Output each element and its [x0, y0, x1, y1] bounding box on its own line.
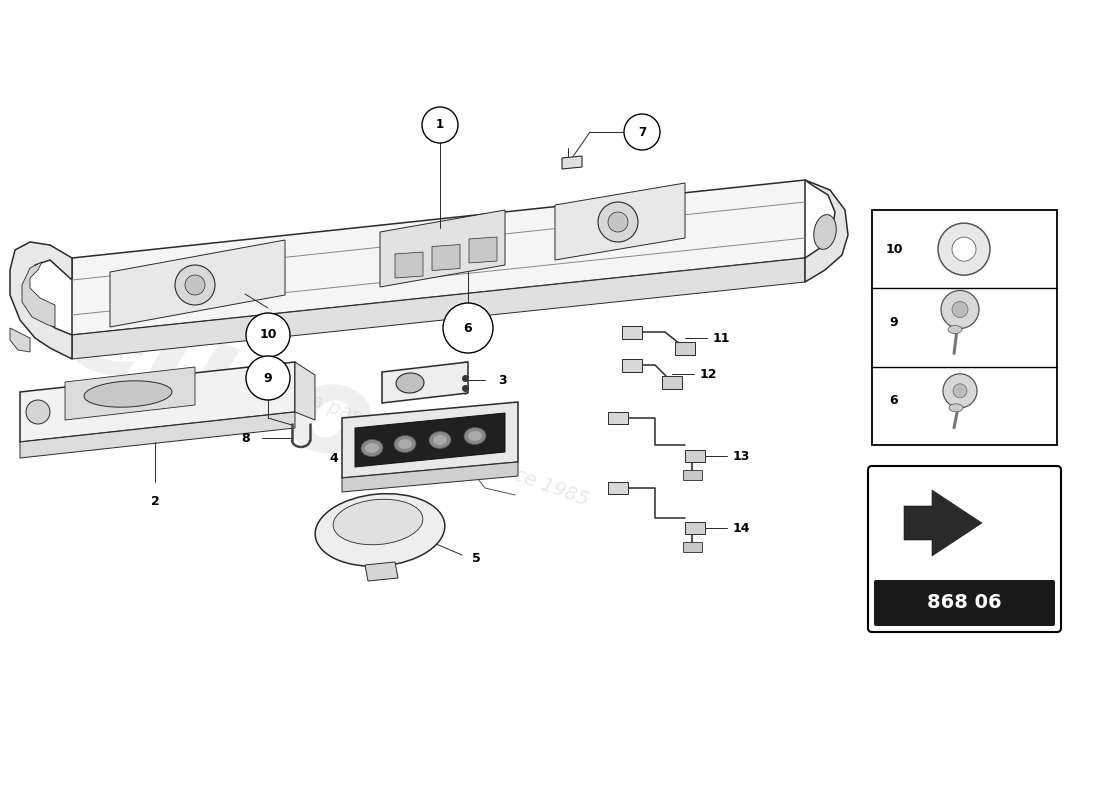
Polygon shape [20, 412, 295, 458]
Ellipse shape [361, 439, 383, 457]
Circle shape [422, 107, 458, 143]
Circle shape [175, 265, 214, 305]
FancyBboxPatch shape [868, 466, 1062, 632]
Polygon shape [683, 470, 702, 480]
Text: 6: 6 [890, 394, 899, 407]
Text: 9: 9 [890, 316, 899, 329]
Polygon shape [379, 210, 505, 287]
Ellipse shape [394, 435, 416, 453]
Polygon shape [355, 413, 505, 467]
Ellipse shape [429, 431, 451, 449]
Text: 4: 4 [329, 451, 338, 465]
Ellipse shape [464, 427, 486, 445]
Polygon shape [110, 240, 285, 327]
Polygon shape [72, 258, 805, 359]
Polygon shape [608, 482, 628, 494]
Circle shape [185, 275, 205, 295]
Ellipse shape [316, 494, 444, 566]
Circle shape [246, 356, 290, 400]
Polygon shape [395, 252, 424, 278]
Polygon shape [342, 462, 518, 492]
Polygon shape [685, 450, 705, 462]
Text: 7: 7 [638, 126, 646, 138]
Ellipse shape [396, 373, 424, 393]
Polygon shape [556, 183, 685, 260]
Ellipse shape [433, 435, 447, 445]
Text: 9: 9 [264, 371, 273, 385]
Text: 6: 6 [464, 322, 472, 334]
Text: 1: 1 [436, 118, 444, 131]
Circle shape [246, 313, 290, 357]
Polygon shape [10, 328, 30, 352]
Circle shape [940, 290, 979, 329]
Polygon shape [683, 542, 702, 552]
Polygon shape [382, 362, 468, 403]
Ellipse shape [948, 326, 962, 334]
Ellipse shape [398, 439, 412, 449]
Circle shape [938, 223, 990, 275]
Polygon shape [685, 522, 705, 534]
Text: a passion for parts since 1985: a passion for parts since 1985 [308, 390, 592, 510]
Polygon shape [662, 375, 682, 389]
Text: 5: 5 [472, 551, 481, 565]
Polygon shape [432, 245, 460, 270]
Polygon shape [608, 412, 628, 424]
Polygon shape [621, 326, 642, 338]
Polygon shape [621, 358, 642, 371]
Text: 8: 8 [241, 431, 250, 445]
Polygon shape [10, 242, 72, 359]
Text: 14: 14 [733, 522, 750, 534]
Polygon shape [562, 156, 582, 169]
Polygon shape [805, 180, 848, 282]
Circle shape [953, 384, 967, 398]
Text: 13: 13 [733, 450, 750, 462]
Circle shape [598, 202, 638, 242]
Polygon shape [20, 362, 295, 442]
Text: 12: 12 [700, 367, 717, 381]
Text: 10: 10 [260, 329, 277, 342]
Text: 10: 10 [886, 242, 903, 256]
Text: euro: euro [48, 268, 392, 492]
Circle shape [952, 302, 968, 318]
Polygon shape [365, 562, 398, 581]
Ellipse shape [814, 214, 836, 250]
Text: 868 06: 868 06 [927, 594, 1002, 613]
Circle shape [624, 114, 660, 150]
Polygon shape [295, 362, 315, 420]
Ellipse shape [949, 404, 962, 412]
Circle shape [952, 237, 976, 261]
Polygon shape [675, 342, 695, 354]
Polygon shape [22, 262, 55, 327]
Circle shape [443, 303, 493, 353]
Ellipse shape [365, 443, 380, 453]
Circle shape [26, 400, 50, 424]
Text: 2: 2 [151, 495, 160, 508]
Polygon shape [904, 490, 982, 556]
Ellipse shape [84, 381, 172, 407]
Ellipse shape [333, 499, 422, 545]
Polygon shape [342, 402, 518, 478]
Ellipse shape [468, 431, 482, 441]
Polygon shape [72, 180, 805, 335]
Polygon shape [469, 237, 497, 263]
Polygon shape [65, 367, 195, 420]
Circle shape [943, 374, 977, 408]
Text: 11: 11 [713, 331, 730, 345]
Circle shape [608, 212, 628, 232]
FancyBboxPatch shape [874, 580, 1055, 626]
Text: 3: 3 [498, 374, 507, 386]
